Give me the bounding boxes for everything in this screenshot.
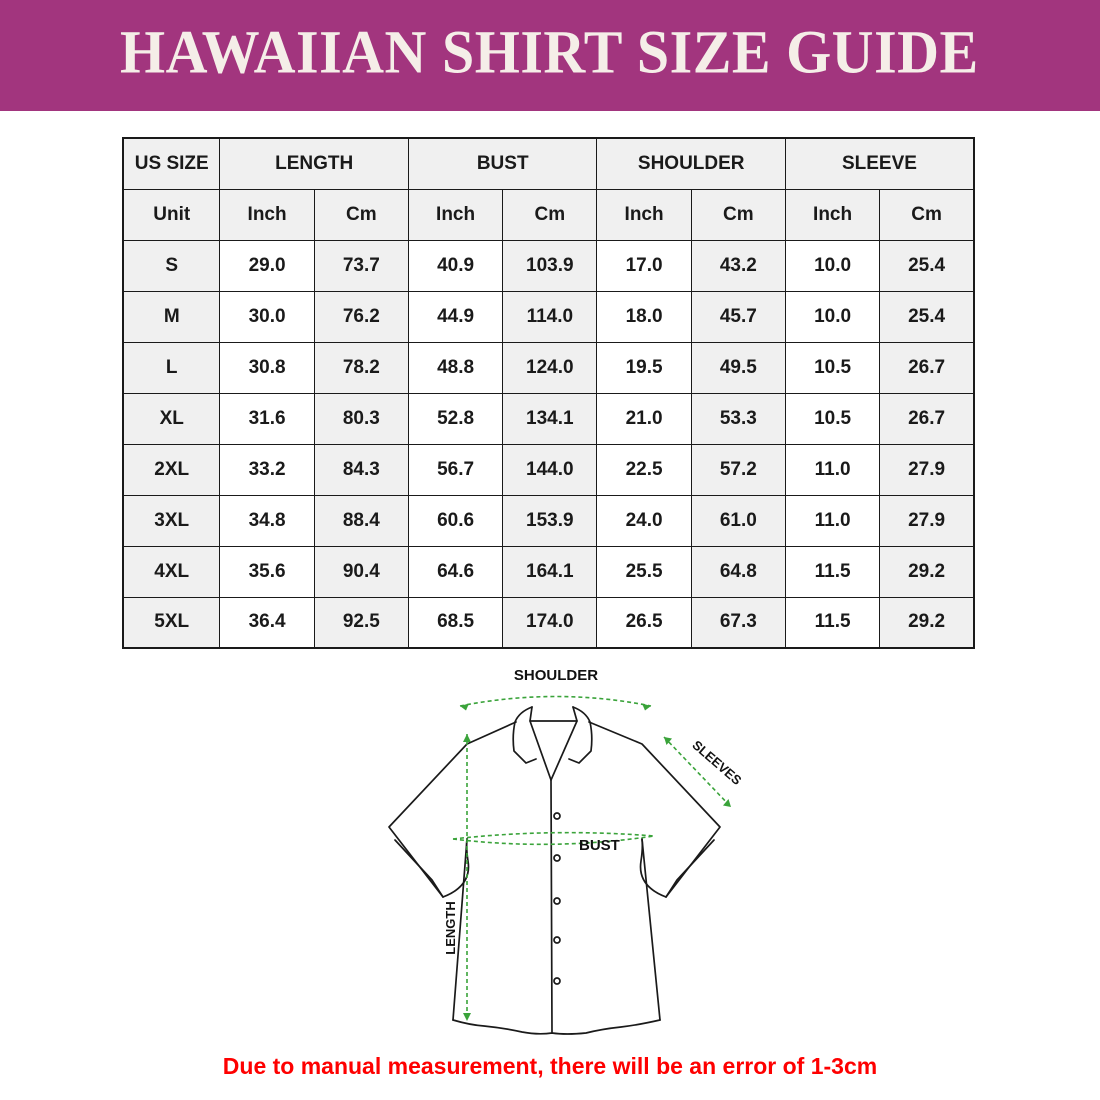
svg-text:SLEEVES: SLEEVES — [689, 737, 744, 788]
svg-text:BUST: BUST — [579, 837, 620, 854]
svg-text:LENGTH: LENGTH — [443, 901, 458, 954]
svg-text:SHOULDER: SHOULDER — [514, 668, 598, 684]
